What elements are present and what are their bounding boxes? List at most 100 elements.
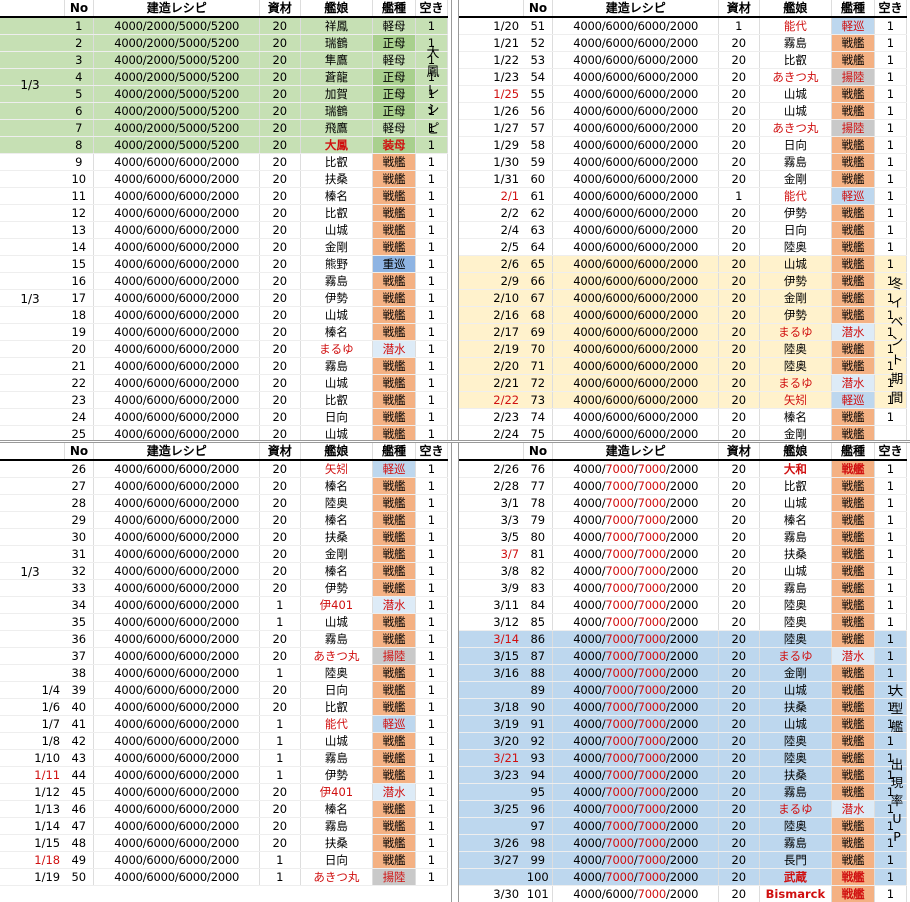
cell-recipe: 4000/6000/6000/2000 <box>552 391 719 409</box>
cell-slot: 1 <box>874 698 907 716</box>
cell-recipe: 4000/6000/6000/2000 <box>552 374 719 392</box>
cell-ship: 伊401 <box>300 596 374 614</box>
cell-type: 戦艦 <box>831 749 875 767</box>
table-row: 5 4000/2000/5000/5200 20 加賀 正母 1 <box>0 85 448 103</box>
cell-date: 3/23 <box>459 766 524 784</box>
header-ship: 艦娘 <box>759 443 833 461</box>
cell-type: 戦艦 <box>372 221 416 239</box>
cell-mat: 20 <box>718 238 760 256</box>
cell-mat: 20 <box>718 715 760 733</box>
cell-ship: 山城 <box>300 306 374 324</box>
cell-ship: 扶桑 <box>759 545 833 563</box>
cell-recipe: 4000/6000/6000/2000 <box>93 749 260 767</box>
cell-type: 戦艦 <box>372 749 416 767</box>
cell-no: 60 <box>523 170 554 188</box>
cell-type: 潜水 <box>831 323 875 341</box>
cell-type: 戦艦 <box>831 340 875 358</box>
cell-date <box>0 136 65 154</box>
cell-no: 45 <box>64 783 95 801</box>
cell-slot: 1 <box>415 391 448 409</box>
cell-mat: 20 <box>718 460 760 478</box>
cell-slot: 1 <box>874 885 907 902</box>
cell-mat: 20 <box>259 68 301 86</box>
cell-date: 2/21 <box>459 374 524 392</box>
table-row: 10 4000/6000/6000/2000 20 扶桑 戦艦 1 <box>0 170 448 188</box>
cell-date: 3/20 <box>459 732 524 750</box>
cell-type: 揚陸 <box>372 647 416 665</box>
cell-recipe: 4000/6000/6000/2000 <box>93 187 260 205</box>
header-type: 艦種 <box>831 0 875 18</box>
table-row: 34 4000/6000/6000/2000 1 伊401 潜水 1 <box>0 596 448 614</box>
table-row: 28 4000/6000/6000/2000 20 陸奥 戦艦 1 <box>0 494 448 512</box>
table-row: 1/4 39 4000/6000/6000/2000 20 日向 戦艦 1 <box>0 681 448 699</box>
cell-ship: 日向 <box>759 221 833 239</box>
cell-slot: 1 <box>874 391 907 409</box>
cell-date: 3/11 <box>459 596 524 614</box>
cell-slot: 1 <box>415 136 448 154</box>
cell-slot: 1 <box>874 221 907 239</box>
cell-type: 戦艦 <box>372 681 416 699</box>
cell-mat: 20 <box>259 783 301 801</box>
cell-recipe: 4000/6000/6000/2000 <box>552 306 719 324</box>
header-recipe: 建造レシピ <box>552 443 719 461</box>
cell-mat: 20 <box>718 408 760 426</box>
cell-date: 1/23 <box>459 68 524 86</box>
header-type: 艦種 <box>372 0 416 18</box>
cell-no: 26 <box>64 460 95 478</box>
cell-type: 戦艦 <box>372 630 416 648</box>
table-row: 30 4000/6000/6000/2000 20 扶桑 戦艦 1 <box>0 528 448 546</box>
table-row: 1/27 57 4000/6000/6000/2000 20 あきつ丸 揚陸 1 <box>459 119 907 137</box>
cell-ship: 霧島 <box>759 34 833 52</box>
cell-type: 戦艦 <box>831 528 875 546</box>
cell-ship: まるゆ <box>759 374 833 392</box>
cell-recipe: 4000/6000/6000/2000 <box>93 221 260 239</box>
cell-slot: 1 <box>874 272 907 290</box>
cell-recipe: 4000/6000/6000/2000 <box>552 136 719 154</box>
cell-ship: 霧島 <box>759 153 833 171</box>
table-row: 3/23 94 4000/7000/7000/2000 20 扶桑 戦艦 1 <box>459 766 907 784</box>
cell-type: 戦艦 <box>372 289 416 307</box>
panel-bottom-left: No 建造レシピ 資材 艦娘 艦種 空き 26 4000/6000/6000/2000 20 矢矧… <box>0 443 448 902</box>
cell-date <box>0 511 65 529</box>
cell-no: 91 <box>523 715 554 733</box>
cell-ship: 陸奥 <box>759 613 833 631</box>
cell-date: 1/31 <box>459 170 524 188</box>
cell-date: 3/30 <box>459 885 524 902</box>
cell-no: 30 <box>64 528 95 546</box>
table-row: 1/29 58 4000/6000/6000/2000 20 日向 戦艦 1 <box>459 136 907 154</box>
cell-mat: 20 <box>259 340 301 358</box>
cell-type: 戦艦 <box>372 357 416 375</box>
cell-no: 82 <box>523 562 554 580</box>
cell-type: 戦艦 <box>372 851 416 869</box>
cell-no: 27 <box>64 477 95 495</box>
cell-mat: 20 <box>718 68 760 86</box>
cell-type: 重巡 <box>372 255 416 273</box>
cell-date <box>0 34 65 52</box>
table-row: 23 4000/6000/6000/2000 20 比叡 戦艦 1 <box>0 391 448 409</box>
cell-date <box>0 374 65 392</box>
cell-no: 10 <box>64 170 95 188</box>
cell-type: 戦艦 <box>831 34 875 52</box>
cell-no: 7 <box>64 119 95 137</box>
header-type: 艦種 <box>831 443 875 461</box>
cell-ship: 霧島 <box>300 630 374 648</box>
group-date-bottom: 1/3 <box>20 565 40 579</box>
cell-date: 2/26 <box>459 460 524 478</box>
cell-date <box>0 272 65 290</box>
cell-ship: 榛名 <box>759 511 833 529</box>
cell-type: 戦艦 <box>831 562 875 580</box>
cell-slot: 1 <box>874 851 907 869</box>
table-row: 3/1 78 4000/7000/7000/2000 20 山城 戦艦 1 <box>459 494 907 512</box>
header-slot: 空き <box>415 0 448 18</box>
cell-recipe: 4000/6000/6000/2000 <box>93 494 260 512</box>
cell-mat: 20 <box>259 528 301 546</box>
cell-ship: 瑞鶴 <box>300 102 374 120</box>
cell-date: 1/6 <box>0 698 65 716</box>
panel-top-right: No 建造レシピ 資材 艦娘 艦種 空き 1/20 51 4000/6000/6000/2000… <box>459 0 907 440</box>
table-row: 2/23 74 4000/6000/6000/2000 20 榛名 戦艦 1 <box>459 408 907 426</box>
cell-date <box>459 783 524 801</box>
cell-ship: 大和 <box>759 460 833 478</box>
cell-slot: 1 <box>415 647 448 665</box>
cell-slot: 1 <box>874 613 907 631</box>
